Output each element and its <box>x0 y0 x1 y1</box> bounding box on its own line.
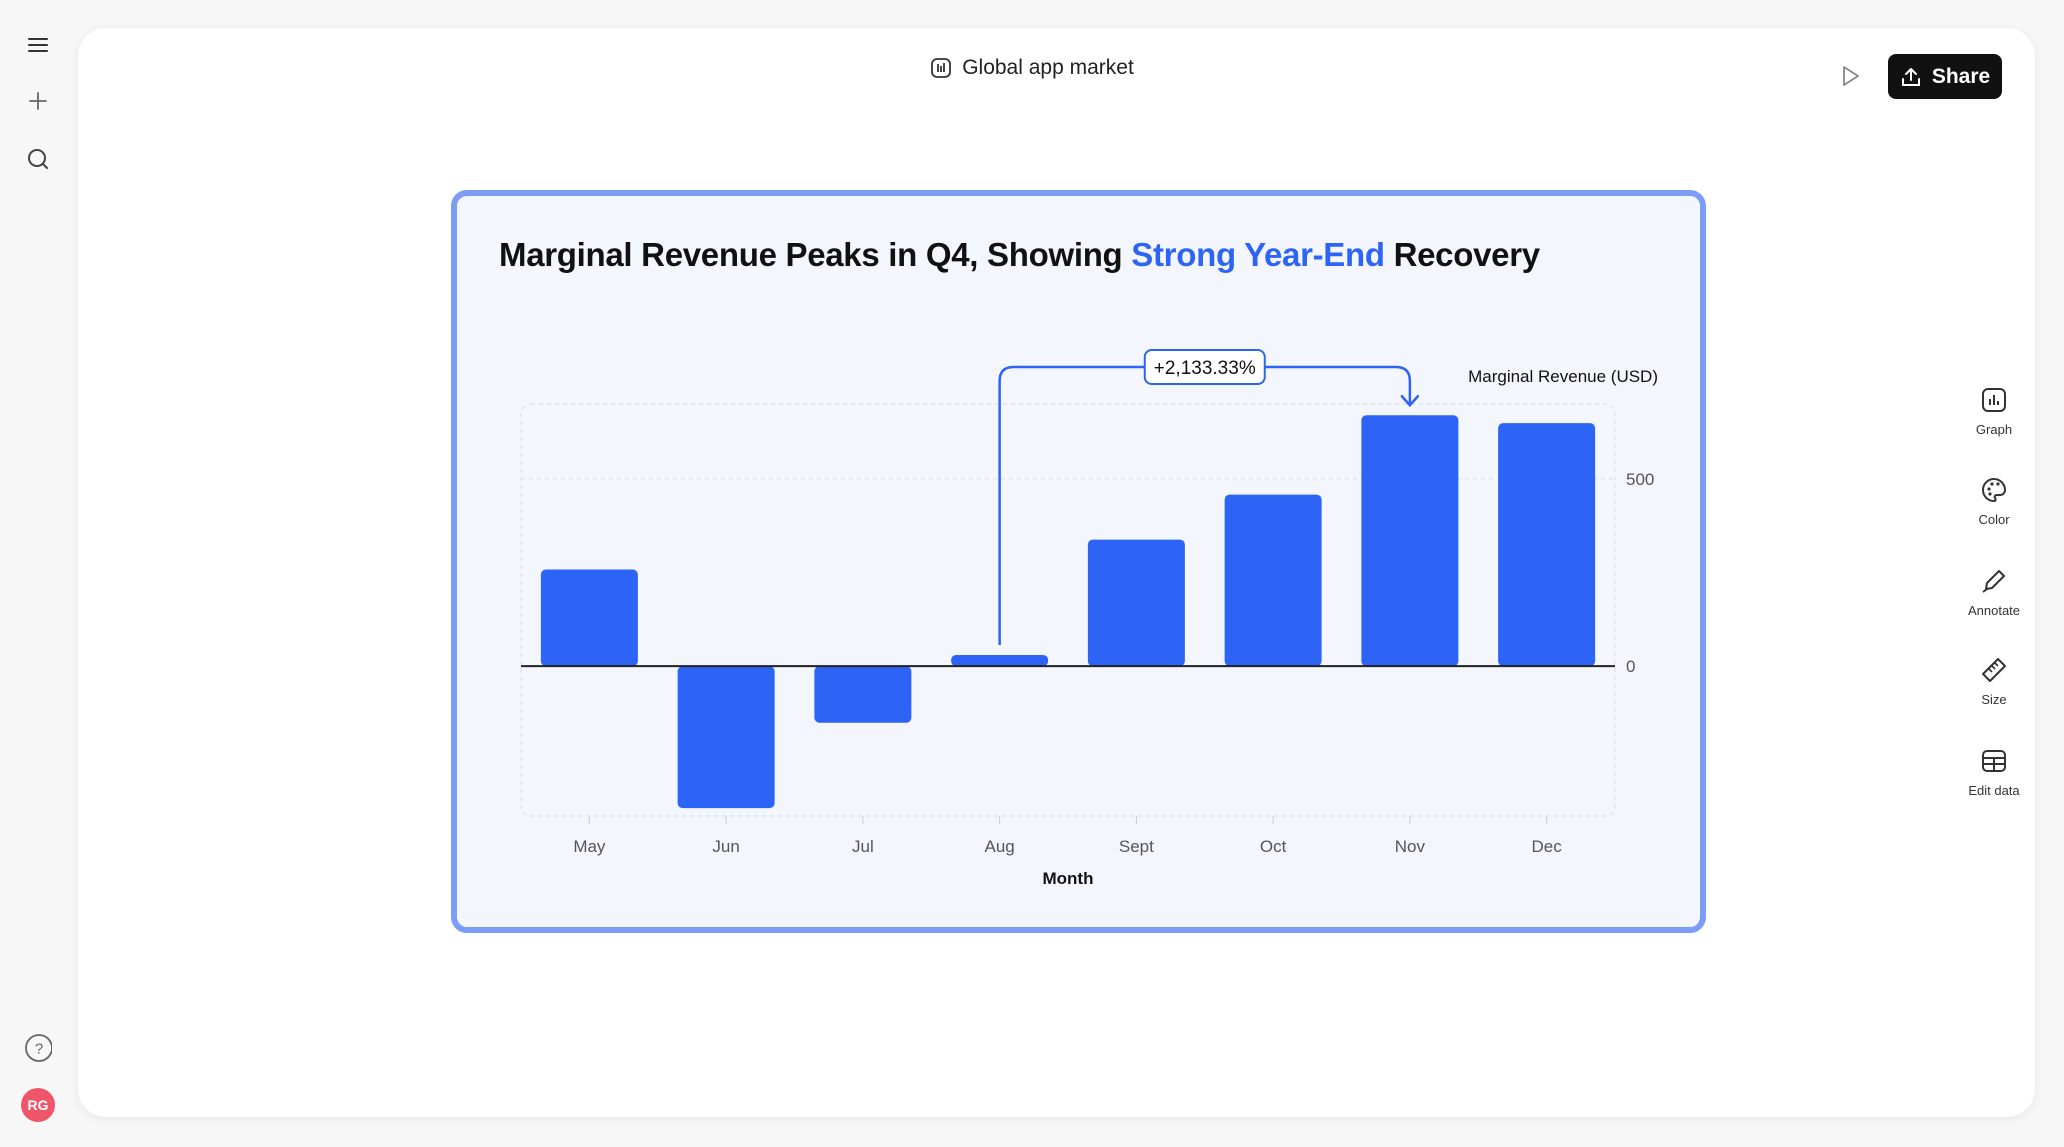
y-tick-label: 0 <box>1626 657 1635 676</box>
x-tick-label: Dec <box>1532 837 1563 856</box>
plus-icon[interactable] <box>24 87 52 115</box>
tool-label: Graph <box>1975 422 2013 437</box>
x-tick-label: Jun <box>712 837 739 856</box>
tool-label: Size <box>1981 692 2007 707</box>
tool-size[interactable]: Size <box>1954 656 2034 707</box>
document-title: Global app market <box>0 56 2064 80</box>
chart-title: Marginal Revenue Peaks in Q4, Showing St… <box>499 236 1540 274</box>
x-tick-label: Jul <box>852 837 874 856</box>
chart-doc-icon <box>931 58 952 78</box>
tool-label: Color <box>1978 512 2010 527</box>
bar-jul[interactable] <box>814 666 912 723</box>
play-icon[interactable] <box>1838 64 1862 93</box>
tool-edit-data[interactable]: Edit data <box>1954 747 2034 798</box>
chart-title-text: Marginal Revenue Peaks in Q4, Showing <box>499 236 1132 273</box>
bar-nov[interactable] <box>1361 415 1459 667</box>
chart-title-highlight: Strong Year-End <box>1131 236 1385 273</box>
bar-jun[interactable] <box>677 666 775 809</box>
chart-title-text-end: Recovery <box>1384 236 1541 273</box>
x-tick-label: Aug <box>985 837 1015 856</box>
bar-chart-icon <box>1982 388 2006 412</box>
palette-icon <box>1982 477 2007 503</box>
share-label: Share <box>1931 64 1991 88</box>
bar-oct[interactable] <box>1224 494 1322 667</box>
annotation-arrow-icon <box>1400 394 1420 408</box>
upload-icon <box>1901 67 1920 86</box>
x-tick-label: Nov <box>1395 837 1426 856</box>
bar-aug[interactable] <box>951 654 1049 667</box>
x-tick-label: May <box>573 837 606 856</box>
ruler-icon <box>1982 658 2006 682</box>
avatar[interactable]: RG <box>21 1088 55 1122</box>
menu-icon[interactable] <box>24 31 52 59</box>
annotation-label: +2,133.33% <box>1154 358 1256 379</box>
annotation-label-box[interactable] <box>1143 349 1266 385</box>
tool-annotate[interactable]: Annotate <box>1954 567 2034 618</box>
table-icon <box>1982 750 2006 772</box>
svg-text:?: ? <box>35 1041 43 1058</box>
annotation-bracket <box>998 365 1412 645</box>
x-tick-label: Sept <box>1119 837 1154 856</box>
tool-graph[interactable]: Graph <box>1954 386 2034 437</box>
share-button[interactable]: Share <box>1888 54 2002 99</box>
bar-sept[interactable] <box>1087 539 1185 667</box>
x-axis-label: Month <box>1043 869 1094 888</box>
plot-area <box>520 403 1616 817</box>
help-icon[interactable]: ? <box>24 1034 52 1062</box>
bar-dec[interactable] <box>1498 423 1596 667</box>
tool-color[interactable]: Color <box>1954 476 2034 527</box>
tool-label: Annotate <box>1967 603 2021 618</box>
pen-icon <box>1982 570 2005 593</box>
x-tick-label: Oct <box>1260 837 1287 856</box>
chart-card[interactable] <box>451 190 1706 933</box>
search-icon[interactable] <box>24 145 52 173</box>
bar-may[interactable] <box>540 569 638 667</box>
tool-label: Edit data <box>1968 783 2020 798</box>
document-title-text: Global app market <box>962 56 1134 79</box>
y-tick-label: 500 <box>1626 470 1654 489</box>
y-axis-label: Marginal Revenue (USD) <box>1468 367 1658 386</box>
avatar-initials: RG <box>27 1097 49 1113</box>
